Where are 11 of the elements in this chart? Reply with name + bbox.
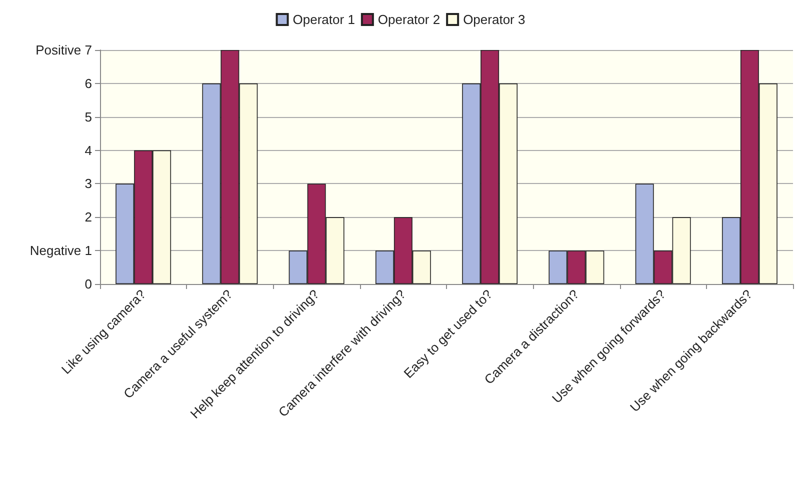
y-tick-label: Negative 1 bbox=[30, 243, 92, 258]
y-tick-label: Positive 7 bbox=[36, 42, 92, 58]
y-tick-label: 5 bbox=[84, 109, 92, 124]
y-tick-label: 2 bbox=[84, 210, 92, 225]
y-tick-label: 6 bbox=[84, 76, 92, 91]
legend-label: Operator 1 bbox=[292, 12, 355, 27]
legend-label: Operator 3 bbox=[463, 12, 526, 27]
y-tick-label: 3 bbox=[84, 176, 92, 192]
y-tick-label: 4 bbox=[84, 142, 92, 158]
y-tick-label: 0 bbox=[84, 276, 92, 292]
legend-label: Operator 2 bbox=[378, 12, 440, 27]
